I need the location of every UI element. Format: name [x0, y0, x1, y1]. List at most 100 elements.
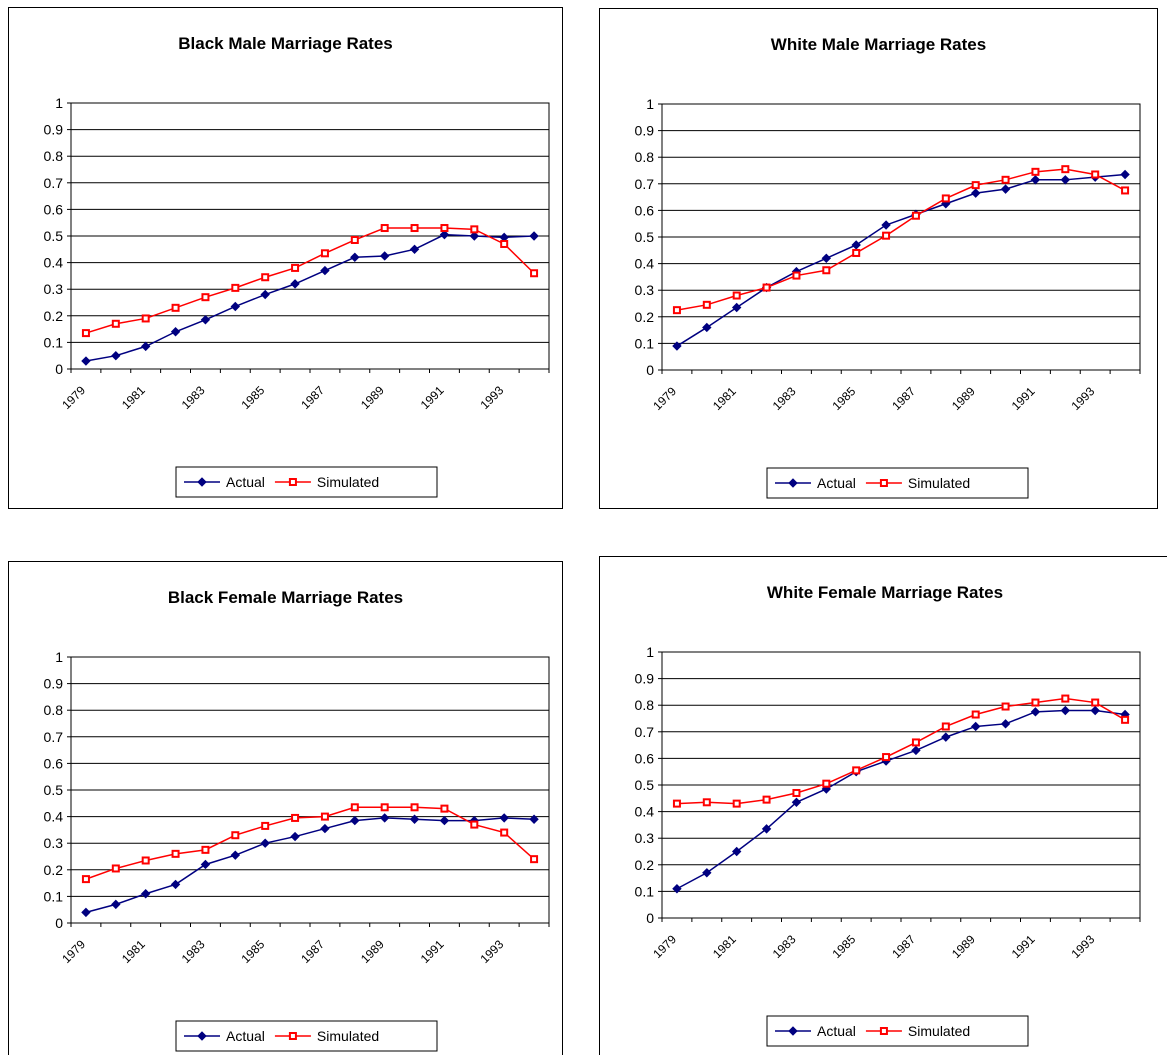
marker — [231, 831, 240, 840]
marker — [261, 821, 270, 830]
marker — [702, 868, 712, 878]
marker — [1001, 702, 1010, 711]
marker — [350, 815, 360, 826]
marker — [879, 479, 888, 487]
y-tick-label: 0.3 — [635, 830, 655, 846]
series-line — [85, 233, 535, 362]
marker — [822, 779, 831, 788]
marker — [821, 253, 832, 263]
marker — [470, 225, 479, 234]
marker — [672, 341, 682, 351]
marker — [672, 884, 682, 894]
marker — [320, 812, 329, 821]
marker — [1031, 167, 1040, 176]
marker — [410, 224, 419, 233]
marker — [440, 804, 449, 813]
marker — [1000, 719, 1011, 729]
marker — [81, 907, 91, 918]
marker — [672, 799, 681, 808]
marker — [380, 224, 389, 233]
marker — [439, 229, 450, 240]
y-tick-label: 0.4 — [44, 809, 64, 825]
marker — [702, 322, 712, 333]
y-tick-label: 1 — [55, 95, 63, 111]
marker — [1120, 169, 1130, 180]
y-tick-label: 0.6 — [635, 750, 655, 766]
y-tick-label: 0.7 — [44, 729, 64, 745]
y-tick-label: 0.5 — [635, 777, 655, 793]
y-tick-label: 0 — [646, 910, 654, 926]
marker — [231, 283, 240, 292]
legend-label: Simulated — [317, 1028, 379, 1044]
series-line — [85, 817, 535, 914]
y-tick-label: 0.4 — [635, 804, 655, 820]
marker — [350, 235, 359, 244]
y-tick-label: 0.4 — [44, 255, 64, 271]
marker — [439, 815, 450, 826]
marker — [1061, 694, 1070, 703]
marker — [111, 899, 121, 910]
y-tick-label: 0.9 — [44, 676, 64, 692]
y-tick-label: 0 — [55, 361, 63, 377]
chart-panel: Black Female Marriage Rates 0 0.1 0.2 0.3 0.4… — [8, 561, 563, 1055]
y-tick-label: 0.2 — [44, 308, 64, 324]
marker — [529, 814, 539, 824]
marker — [170, 879, 181, 890]
y-tick-label: 1 — [55, 649, 63, 665]
marker — [291, 813, 300, 822]
marker — [171, 303, 180, 312]
marker — [911, 211, 920, 220]
marker — [197, 477, 207, 487]
marker — [941, 722, 950, 731]
marker — [260, 838, 270, 848]
y-tick-label: 0.6 — [44, 755, 64, 771]
marker — [1031, 698, 1040, 707]
marker — [200, 315, 211, 325]
marker — [792, 788, 801, 797]
marker — [500, 239, 509, 248]
marker — [140, 341, 151, 352]
marker — [882, 753, 891, 762]
marker — [111, 350, 121, 361]
marker — [672, 306, 681, 315]
series-line — [85, 227, 535, 334]
y-tick-label: 0 — [646, 362, 654, 378]
marker — [1091, 698, 1100, 707]
marker — [141, 314, 150, 323]
marker — [1091, 170, 1100, 179]
marker — [111, 864, 120, 873]
y-tick-label: 0.9 — [635, 123, 655, 139]
marker — [731, 846, 742, 857]
y-tick-label: 0.4 — [635, 256, 655, 272]
marker — [409, 814, 420, 824]
marker — [1121, 715, 1130, 724]
legend-label: Actual — [817, 1023, 856, 1039]
y-tick-label: 0.2 — [635, 309, 655, 325]
marker — [1000, 184, 1011, 194]
marker — [792, 271, 801, 280]
y-tick-label: 0.7 — [635, 176, 655, 192]
y-tick-label: 0.7 — [44, 175, 64, 191]
marker — [111, 319, 120, 328]
y-tick-label: 0.8 — [44, 702, 64, 718]
y-tick-label: 0.8 — [635, 697, 655, 713]
marker — [197, 1031, 207, 1041]
series-line — [676, 168, 1126, 311]
marker — [379, 813, 390, 823]
marker — [882, 231, 891, 240]
marker — [350, 252, 360, 262]
marker — [852, 248, 861, 257]
marker — [1121, 186, 1130, 195]
legend-label: Actual — [226, 474, 265, 490]
marker — [1061, 165, 1070, 174]
marker — [81, 875, 90, 884]
legend-label: Actual — [817, 475, 856, 491]
y-tick-label: 0.2 — [44, 862, 64, 878]
marker — [201, 293, 210, 302]
marker — [791, 797, 802, 807]
marker — [81, 329, 90, 338]
marker — [320, 265, 330, 276]
legend-label: Simulated — [908, 475, 970, 491]
marker — [530, 269, 539, 278]
